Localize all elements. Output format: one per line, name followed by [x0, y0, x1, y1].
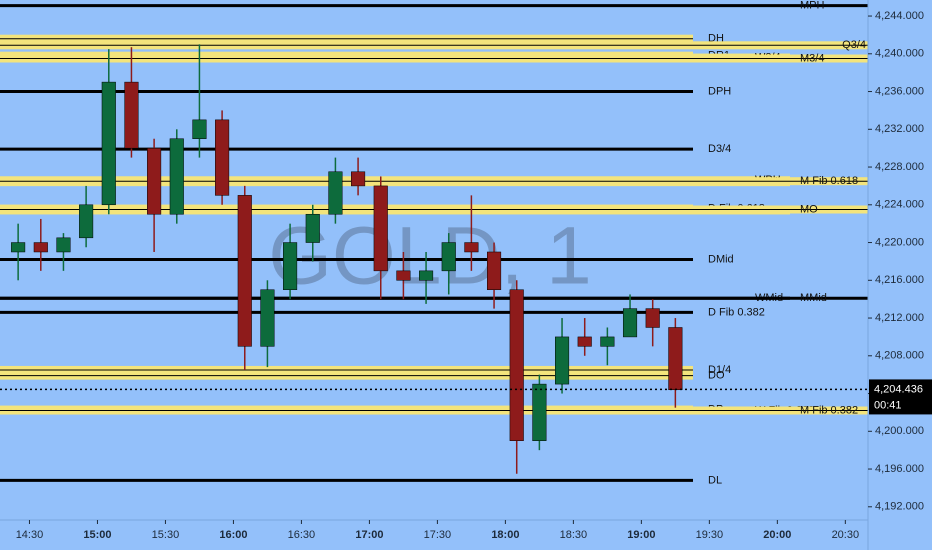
y-tick-label: 4,220.000	[875, 236, 924, 248]
candle-body	[668, 327, 683, 391]
candle-body	[283, 242, 298, 290]
level-label: MMid	[800, 292, 827, 304]
x-tick-label: 19:30	[696, 529, 724, 541]
level-label: D Fib 0.382	[708, 306, 765, 318]
candle-body	[600, 336, 615, 347]
x-tick-label: 16:30	[288, 529, 316, 541]
candle-body	[260, 289, 275, 347]
candle-body	[79, 204, 94, 239]
level-label: M Fib 0.618	[800, 175, 858, 187]
watermark: GOLD, 1	[268, 211, 592, 302]
candle-body	[487, 251, 502, 290]
candle-body	[237, 195, 252, 347]
candle-body	[305, 213, 320, 243]
level-label: MO	[800, 203, 818, 215]
y-tick-label: 4,200.000	[875, 425, 924, 437]
x-tick-label: 14:30	[16, 529, 44, 541]
candle-body	[215, 119, 230, 196]
level-label: DMid	[708, 253, 734, 265]
y-tick-label: 4,212.000	[875, 312, 924, 324]
candle-body	[622, 308, 638, 338]
candle-body	[441, 242, 456, 272]
candle-body	[328, 171, 343, 215]
x-tick-label: 16:00	[219, 529, 247, 541]
x-tick-label: 15:00	[83, 529, 111, 541]
x-tick-label: 18:00	[491, 529, 519, 541]
y-tick-label: 4,224.000	[875, 199, 924, 211]
level-label: D1/4	[708, 364, 731, 376]
countdown: 00:41	[874, 399, 902, 411]
level-label: DL	[708, 474, 722, 486]
level-label: DO	[708, 370, 725, 382]
level-label: D3/4	[708, 143, 731, 155]
candle-body	[645, 308, 660, 328]
candle-body	[147, 147, 162, 215]
y-tick-label: 4,244.000	[875, 10, 924, 22]
price-axis	[868, 0, 932, 550]
level-label: Q3/4	[842, 39, 866, 51]
x-tick-label: 15:30	[152, 529, 180, 541]
candle-body	[373, 185, 388, 272]
candle-body	[33, 242, 48, 253]
x-tick-label: 17:00	[355, 529, 383, 541]
y-tick-label: 4,216.000	[875, 274, 924, 286]
y-tick-label: 4,208.000	[875, 350, 924, 362]
y-tick-label: 4,236.000	[875, 85, 924, 97]
y-tick-label: 4,240.000	[875, 48, 924, 60]
x-tick-label: 20:00	[763, 529, 791, 541]
y-tick-label: 4,228.000	[875, 161, 924, 173]
candle-body	[532, 383, 547, 441]
last-price-label: 4,204.436	[874, 383, 923, 395]
candle-body	[101, 81, 116, 206]
candle-body	[11, 242, 26, 253]
candle-body	[351, 171, 366, 187]
level-label: MPH	[800, 0, 825, 12]
y-tick-label: 4,196.000	[875, 463, 924, 475]
level-label: M Fib 0.382	[800, 404, 858, 416]
candle-body	[554, 336, 570, 385]
candle-body	[396, 270, 411, 281]
candle-body	[56, 237, 71, 253]
x-tick-label: 17:30	[424, 529, 452, 541]
candle-body	[464, 242, 479, 253]
x-tick-label: 19:00	[627, 529, 655, 541]
last-price-box	[869, 379, 932, 415]
candle-body	[577, 336, 592, 347]
candle-body	[124, 81, 139, 149]
candle-body	[192, 119, 207, 139]
candle-body	[509, 289, 524, 441]
level-label: M3/4	[800, 52, 824, 64]
candle-body	[169, 138, 184, 215]
x-tick-label: 18:30	[560, 529, 588, 541]
level-label: DPH	[708, 85, 731, 97]
y-tick-label: 4,192.000	[875, 501, 924, 513]
y-tick-label: 4,232.000	[875, 123, 924, 135]
candle-body	[419, 270, 434, 281]
x-tick-label: 20:30	[832, 529, 860, 541]
